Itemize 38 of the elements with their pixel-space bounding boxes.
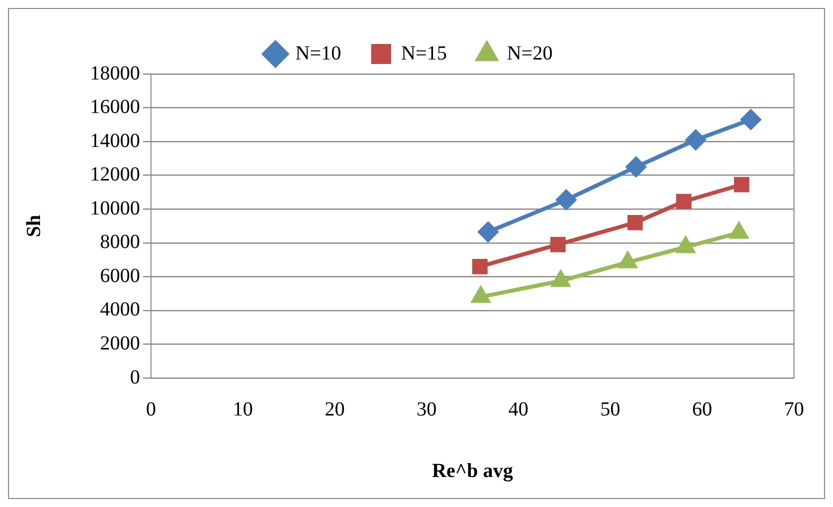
legend-label: N=10 <box>295 42 342 64</box>
point <box>472 286 490 303</box>
point <box>472 258 488 274</box>
x-tick-label: 70 <box>784 398 804 420</box>
x-tick-label: 60 <box>692 398 712 420</box>
y-tick-label: 0 <box>130 366 140 388</box>
point <box>626 156 646 177</box>
x-tick-label: 30 <box>416 398 437 420</box>
point <box>618 252 637 268</box>
y-tick-label: 16000 <box>90 96 140 118</box>
point <box>552 270 570 287</box>
point <box>740 110 761 130</box>
y-tick-label: 6000 <box>100 264 140 287</box>
y-tick-label: 10000 <box>90 197 140 220</box>
y-tick-label: 8000 <box>100 231 140 254</box>
y-tick-label: 18000 <box>90 62 140 84</box>
point <box>627 214 643 230</box>
point <box>676 194 692 210</box>
y-tick-label: 12000 <box>90 164 140 186</box>
y-tick-label: 2000 <box>100 332 140 354</box>
point <box>734 176 750 192</box>
y-tick-label: 4000 <box>100 298 140 321</box>
legend-label: N=20 <box>506 42 553 64</box>
x-tick-label: 0 <box>146 398 156 420</box>
point <box>686 130 706 150</box>
y-tick-label: 14000 <box>90 130 140 152</box>
x-tick-label: 40 <box>508 398 528 420</box>
point <box>550 236 566 252</box>
x-tick-label: 50 <box>600 398 620 420</box>
x-tick-label: 20 <box>324 398 345 420</box>
legend-label: N=15 <box>401 42 447 64</box>
y-axis-title: Sh <box>23 214 46 238</box>
x-tick-label: 10 <box>232 398 253 420</box>
point <box>730 222 748 239</box>
x-axis-title: Re^b avg <box>432 460 514 482</box>
point <box>676 237 695 254</box>
point <box>556 190 576 210</box>
point <box>478 222 498 242</box>
